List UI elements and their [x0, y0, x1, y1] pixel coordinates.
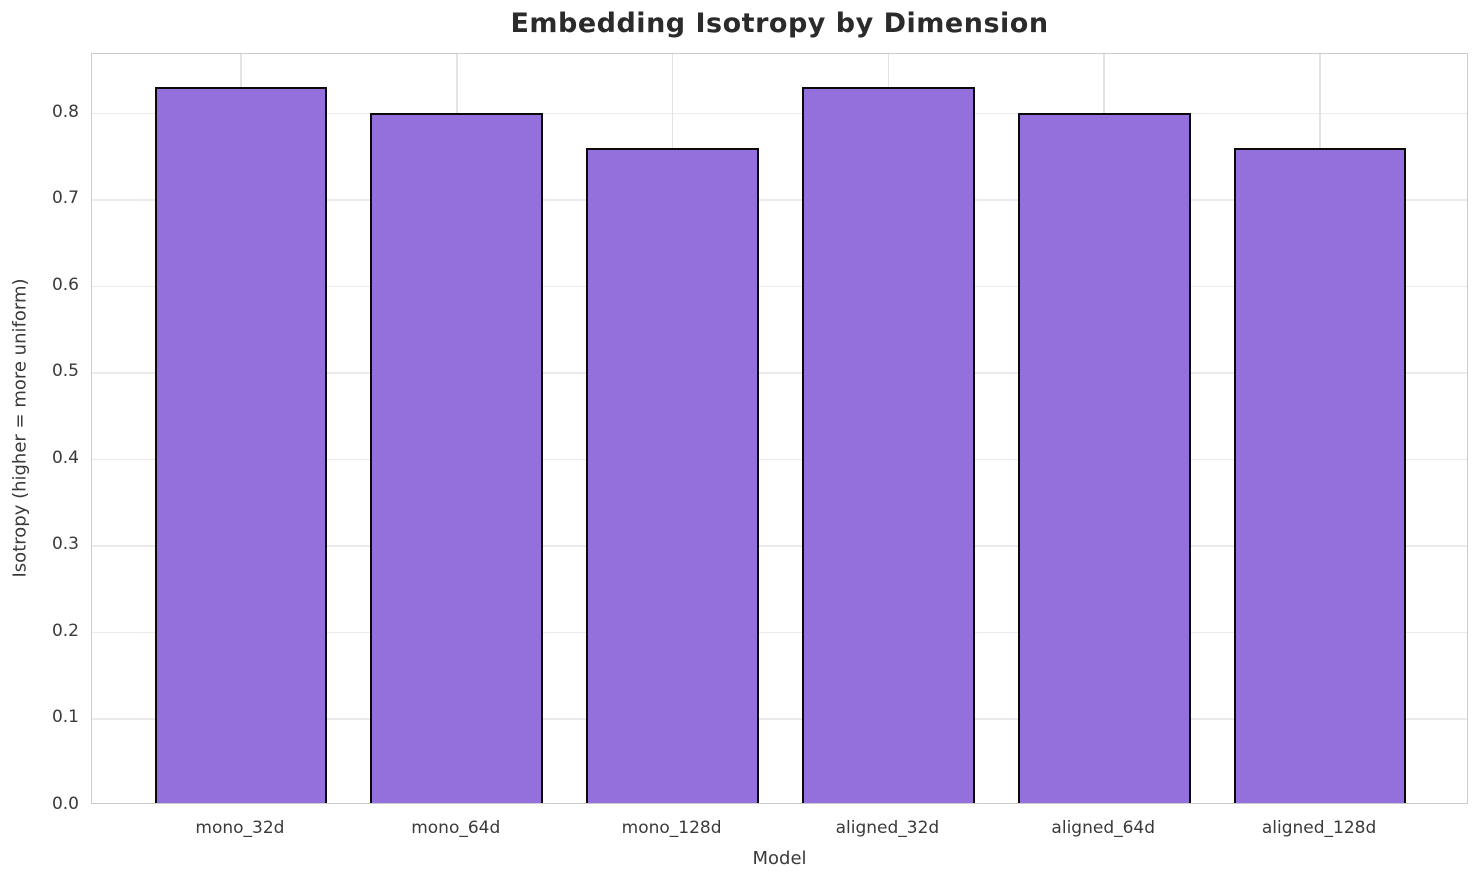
y-tick-label: 0.0	[51, 794, 79, 814]
y-tick-label: 0.7	[51, 188, 79, 209]
y-tick-label: 0.1	[51, 707, 79, 728]
x-tick-label: mono_32d	[195, 818, 285, 838]
gridline-horizontal	[92, 718, 1467, 720]
plot-area	[91, 53, 1468, 804]
y-tick-label: 0.4	[51, 447, 79, 468]
gridline-horizontal	[92, 112, 1467, 115]
bar-mono_128d	[586, 148, 759, 803]
x-tick-label: aligned_32d	[835, 818, 940, 838]
x-axis-label: Model	[752, 848, 807, 869]
y-tick-label: 0.6	[51, 274, 79, 295]
gridline-horizontal	[92, 458, 1467, 461]
bar-aligned_64d	[1017, 112, 1191, 803]
bar-mono_32d	[154, 87, 328, 803]
gridline-horizontal	[92, 285, 1467, 288]
x-tick-label: aligned_64d	[1051, 818, 1156, 838]
chart-title: Embedding Isotropy by Dimension	[510, 8, 1049, 39]
bar-mono_64d	[370, 112, 544, 803]
y-tick-label: 0.2	[51, 620, 79, 641]
gridline-horizontal	[92, 545, 1467, 547]
gridline-horizontal	[92, 372, 1467, 374]
bar-aligned_128d	[1233, 148, 1407, 803]
x-tick-label: mono_128d	[621, 818, 722, 838]
x-tick-label: mono_64d	[411, 818, 501, 838]
gridline-horizontal	[92, 199, 1467, 201]
y-tick-label: 0.8	[51, 101, 79, 122]
y-axis-label: Isotropy (higher = more uniform)	[9, 278, 31, 578]
gridline-horizontal	[92, 631, 1467, 634]
bar-aligned_32d	[802, 87, 975, 803]
y-tick-label: 0.3	[51, 534, 79, 555]
y-tick-label: 0.5	[51, 361, 79, 382]
x-tick-label: aligned_128d	[1261, 818, 1377, 838]
